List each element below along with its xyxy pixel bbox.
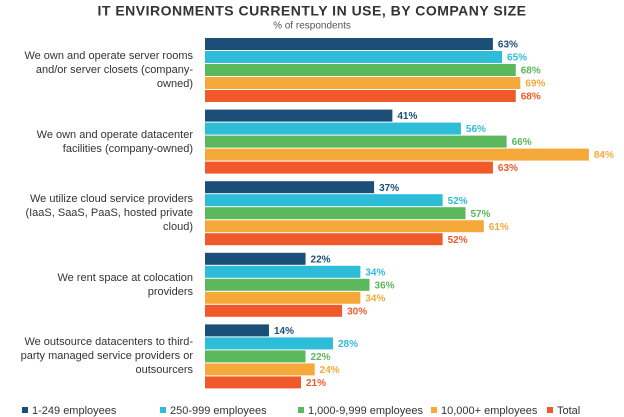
bar (205, 233, 443, 246)
category-label: We own and operate datacenter facilities… (36, 128, 193, 155)
bar (205, 109, 393, 122)
category-label: We outsource datacenters to third-party … (20, 336, 193, 377)
value-label: 65% (507, 53, 527, 64)
bar (205, 304, 343, 317)
value-label: 52% (448, 235, 468, 246)
value-label: 68% (521, 66, 541, 77)
category-label: We rent space at colocation providers (57, 271, 193, 298)
bar (205, 363, 315, 376)
value-label: 41% (397, 111, 417, 122)
legend-swatch (298, 407, 304, 413)
value-label: 34% (365, 267, 385, 278)
value-label: 14% (274, 326, 294, 337)
chart-title: IT ENVIRONMENTS CURRENTLY IN USE, BY COM… (97, 3, 526, 19)
bar (205, 135, 507, 148)
chart-subtitle: % of respondents (273, 21, 351, 32)
bar (205, 194, 443, 207)
bar (205, 376, 301, 389)
bar (205, 161, 493, 174)
legend-swatch (22, 407, 28, 413)
legend-swatch (547, 407, 553, 413)
bar (205, 122, 461, 135)
bar (205, 207, 466, 220)
value-label: 69% (525, 79, 545, 90)
value-label: 84% (594, 150, 614, 161)
bar (205, 64, 516, 76)
value-label: 61% (489, 222, 509, 233)
value-label: 22% (311, 352, 331, 363)
legend-label: 250-999 employees (170, 405, 267, 417)
value-label: 36% (375, 280, 395, 291)
bar (205, 38, 493, 50)
value-label: 52% (448, 196, 468, 207)
value-label: 66% (512, 137, 532, 148)
value-label: 34% (365, 293, 385, 304)
legend-swatch (160, 407, 166, 413)
bar (205, 324, 269, 337)
bar (205, 51, 503, 63)
bar (205, 148, 589, 161)
legend-label: 1,000-9,999 employees (308, 405, 423, 417)
value-label: 24% (320, 365, 340, 376)
bar (205, 350, 306, 363)
bar (205, 220, 484, 233)
value-label: 21% (306, 378, 326, 389)
bar (205, 252, 306, 265)
value-label: 56% (466, 124, 486, 135)
bar (205, 265, 361, 278)
value-label: 57% (470, 209, 490, 220)
value-label: 63% (498, 163, 518, 174)
category-label: We own and operate server rooms and/or s… (24, 50, 193, 90)
category-label: We utilize cloud service providers (IaaS… (25, 193, 193, 234)
value-label: 63% (498, 40, 518, 51)
bar (205, 181, 375, 194)
bar (205, 291, 361, 304)
bar (205, 77, 521, 89)
bar (205, 90, 516, 102)
value-label: 37% (379, 183, 399, 194)
value-label: 22% (311, 254, 331, 265)
legend-label: Total (557, 405, 580, 417)
bar (205, 337, 333, 350)
legend-swatch (431, 407, 437, 413)
legend-label: 1-249 employees (32, 405, 117, 417)
value-label: 28% (338, 339, 358, 350)
bar (205, 278, 370, 291)
legend-label: 10,000+ employees (441, 405, 538, 417)
value-label: 30% (347, 306, 367, 317)
value-label: 68% (521, 92, 541, 103)
